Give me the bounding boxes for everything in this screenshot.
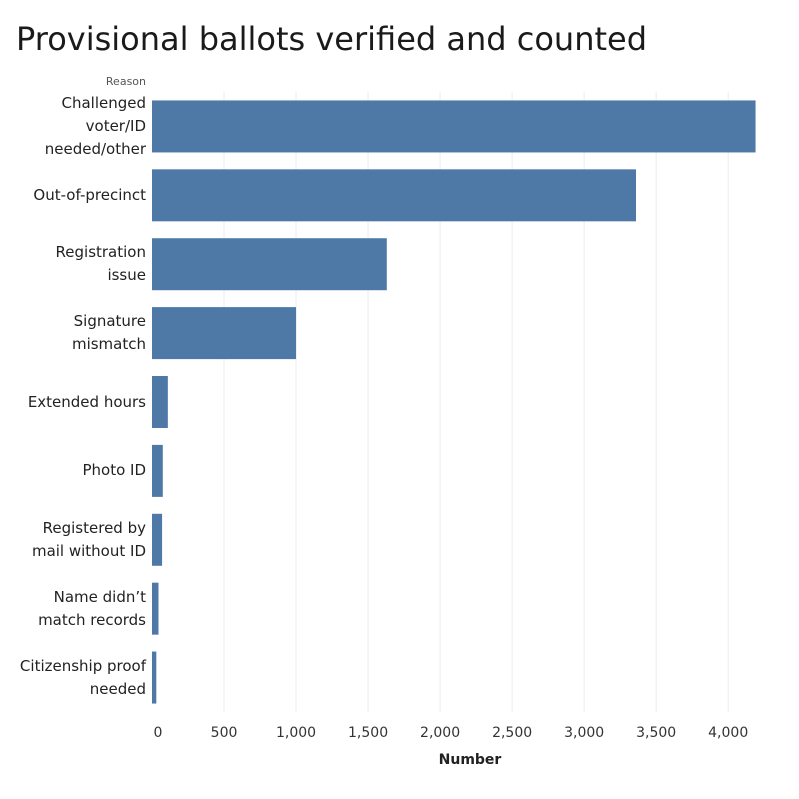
bar [152, 100, 756, 153]
bar [152, 651, 157, 704]
category-label: Name didn’t match records [38, 587, 146, 629]
bar [152, 376, 168, 428]
category-label: Photo ID [82, 461, 146, 480]
bar [152, 513, 163, 566]
category-label: Extended hours [27, 392, 146, 411]
x-axis-title: Number [438, 752, 502, 768]
category-label: Signature mismatch [71, 312, 146, 354]
bar [152, 307, 297, 360]
x-tick-label: 1,500 [348, 725, 388, 741]
x-tick-label: 0 [154, 725, 163, 741]
x-tick-label: 3,000 [564, 725, 604, 741]
bar [152, 238, 387, 291]
x-tick-label: 1,000 [276, 725, 316, 741]
x-tick-label: 500 [211, 725, 238, 741]
bar [152, 169, 636, 222]
x-tick-label: 4,000 [708, 725, 748, 741]
x-tick-label: 3,500 [636, 725, 676, 741]
category-label: Registered by mail without ID [31, 518, 146, 560]
bar [152, 444, 163, 497]
x-tick-label: 2,000 [420, 725, 460, 741]
category-label: Registration issue [55, 243, 146, 285]
category-label: Challenged voter/ID needed/other [44, 93, 146, 158]
bar [152, 582, 159, 635]
category-label: Out-of-precinct [33, 185, 146, 204]
category-label: Citizenship proof needed [19, 656, 146, 698]
x-tick-label: 2,500 [492, 725, 532, 741]
chart-title: Provisional ballots verified and counted [16, 20, 648, 58]
category-axis-label: Reason [105, 75, 146, 88]
